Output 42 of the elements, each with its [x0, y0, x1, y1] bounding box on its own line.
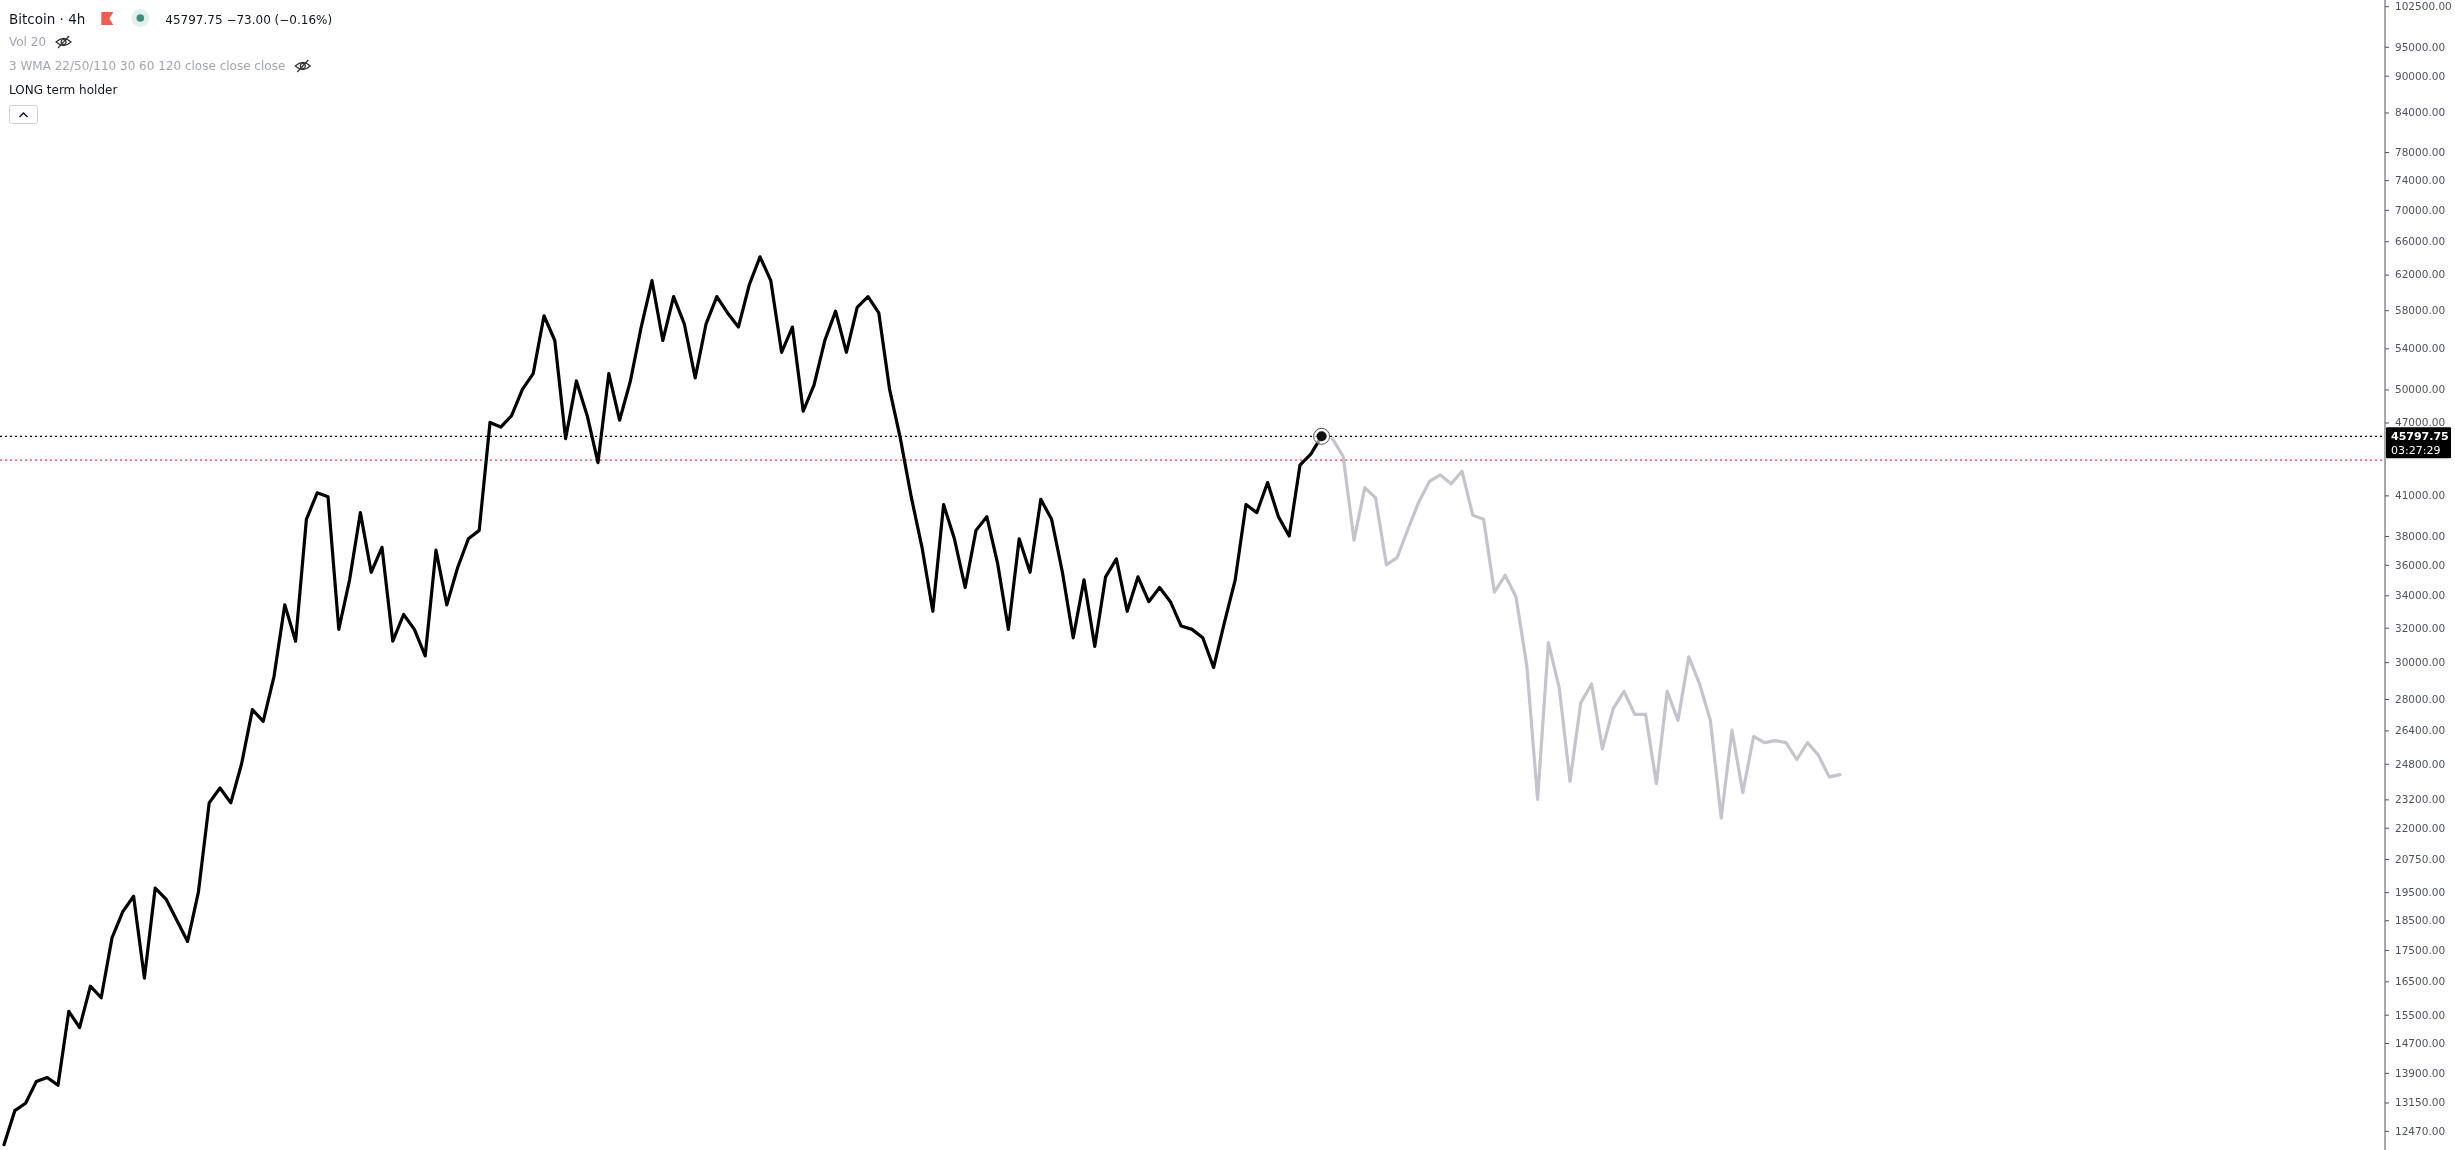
y-tick-label: 90000.00 [2395, 69, 2446, 82]
y-tick-label: 20750.00 [2395, 852, 2446, 865]
annotation: LONG term holder [9, 83, 118, 97]
annotation: 3 WMA 22/50/110 30 60 120 close close close [9, 59, 286, 73]
y-tick-label: 15500.00 [2395, 1008, 2446, 1021]
y-tick-label: 38000.00 [2395, 529, 2446, 542]
y-tick-label: 23200.00 [2395, 793, 2446, 806]
text: 45797.75 −73.00 (−0.16%) [165, 13, 333, 27]
y-tick-label: 30000.00 [2395, 656, 2446, 669]
y-tick-label: 95000.00 [2395, 40, 2446, 53]
y-tick-label: 58000.00 [2395, 304, 2446, 317]
y-tick-label: 62000.00 [2395, 268, 2446, 281]
ref-line-label: 45797.75 [2391, 430, 2449, 444]
y-tick-label: 24800.00 [2395, 757, 2446, 770]
y-tick-label: 102500.00 [2395, 0, 2452, 13]
y-tick-label: 70000.00 [2395, 203, 2446, 216]
y-tick-label: 66000.00 [2395, 235, 2446, 248]
y-tick-label: 16500.00 [2395, 975, 2446, 988]
y-tick-label: 28000.00 [2395, 692, 2446, 705]
y-tick-label: 78000.00 [2395, 145, 2446, 158]
y-tick-label: 26400.00 [2395, 724, 2446, 737]
annotation: Vol 20 [9, 35, 47, 49]
y-tick-label: 14700.00 [2395, 1036, 2446, 1049]
y-tick-label: 32000.00 [2395, 621, 2446, 634]
y-tick-label: 84000.00 [2395, 106, 2446, 119]
y-tick-label: 17500.00 [2395, 943, 2446, 956]
y-tick-label: 50000.00 [2395, 383, 2446, 396]
y-tick-label: 13900.00 [2395, 1066, 2446, 1079]
y-tick-label: 34000.00 [2395, 589, 2446, 602]
y-tick-label: 47000.00 [2395, 416, 2446, 429]
text: 03:27:29 [2391, 444, 2441, 458]
y-tick-label: 36000.00 [2395, 558, 2446, 571]
y-tick-label: 74000.00 [2395, 174, 2446, 187]
y-tick-label: 13150.00 [2395, 1096, 2446, 1109]
text: Bitcoin · 4h [9, 11, 86, 27]
line-series [1330, 437, 1842, 820]
y-tick-label: 19500.00 [2395, 886, 2446, 898]
y-tick-label: 41000.00 [2395, 489, 2446, 502]
y-tick-label: 12470.00 [2395, 1124, 2446, 1137]
y-tick-label: 22000.00 [2395, 821, 2446, 834]
y-tick-label: 18500.00 [2395, 914, 2446, 927]
y-tick-label: 54000.00 [2395, 342, 2446, 355]
